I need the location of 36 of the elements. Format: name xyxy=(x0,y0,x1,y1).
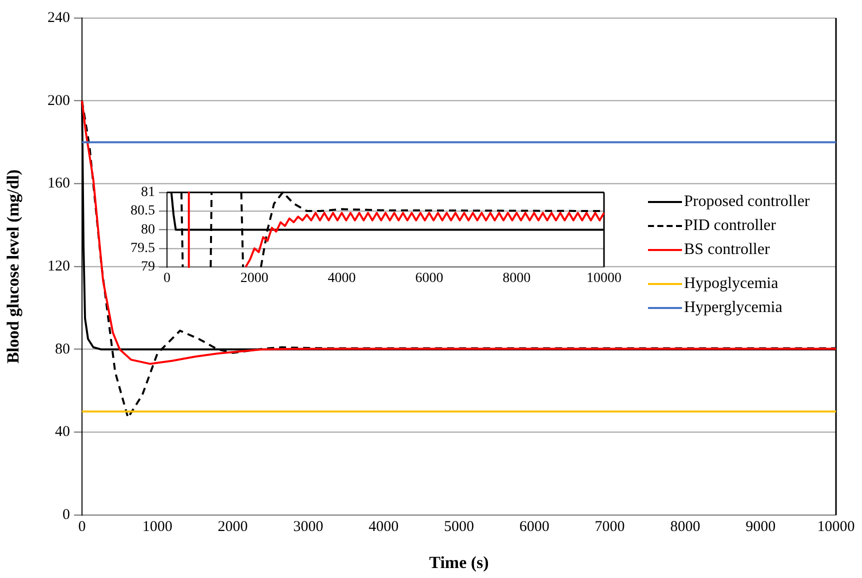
x-tick-label: 4000 xyxy=(368,518,399,535)
x-tick-label: 0 xyxy=(164,271,170,286)
legend-label: Hypoglycemia xyxy=(684,275,778,293)
x-axis-title: Time (s) xyxy=(429,553,489,572)
x-tick-label: 2000 xyxy=(240,271,268,286)
x-tick-label: 2000 xyxy=(218,518,248,535)
legend-label: BS controller xyxy=(684,241,770,259)
x-tick-label: 6000 xyxy=(415,271,444,286)
y-tick-label: 80.5 xyxy=(130,204,155,219)
x-tick-label: 4000 xyxy=(328,271,356,286)
legend-label: Hyperglycemia xyxy=(684,299,782,317)
x-tick-label: 8000 xyxy=(670,518,700,535)
legend-label: Proposed controller xyxy=(684,193,810,211)
y-tick-label: 40 xyxy=(55,424,70,440)
x-tick-label: 1000 xyxy=(142,518,172,535)
y-tick-label: 120 xyxy=(48,258,70,274)
x-tick-label: 0 xyxy=(78,518,86,535)
x-tick-label: 10000 xyxy=(586,271,622,286)
x-tick-label: 10000 xyxy=(817,518,855,535)
y-tick-label: 80 xyxy=(55,341,70,358)
y-tick-label: 160 xyxy=(48,176,70,192)
x-tick-label: 5000 xyxy=(444,518,474,535)
y-tick-label: 79 xyxy=(141,260,155,275)
y-tick-label: 79.5 xyxy=(130,241,155,256)
y-axis-title: Blood glucose level (mg/dl) xyxy=(4,169,23,364)
legend-label: PID controller xyxy=(684,217,776,235)
x-tick-label: 7000 xyxy=(594,518,625,535)
y-tick-label: 80 xyxy=(141,222,155,238)
x-tick-label: 6000 xyxy=(519,518,550,535)
x-tick-label: 3000 xyxy=(293,518,324,535)
y-tick-label: 81 xyxy=(141,185,155,200)
y-tick-label: 0 xyxy=(62,506,70,523)
y-tick-label: 200 xyxy=(48,92,70,109)
y-tick-label: 240 xyxy=(48,10,70,26)
x-tick-label: 8000 xyxy=(502,271,531,286)
x-tick-label: 9000 xyxy=(746,518,776,535)
